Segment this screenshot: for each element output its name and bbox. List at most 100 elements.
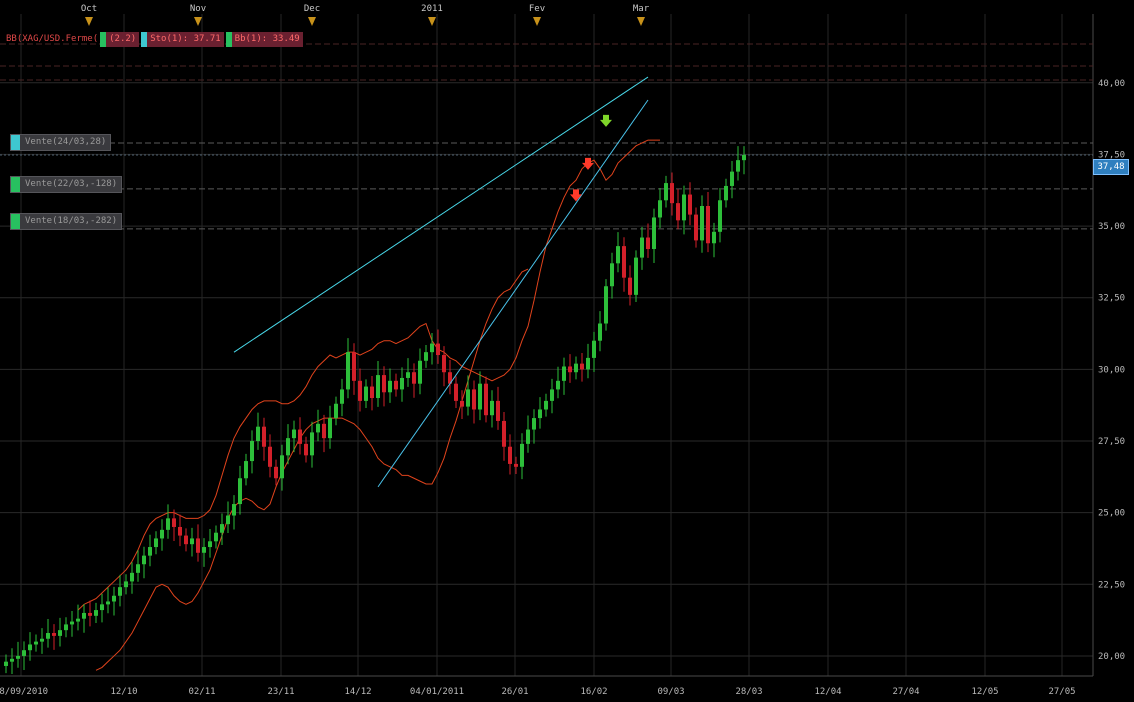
candle-body (172, 518, 176, 527)
trendline-upper (233, 76, 649, 353)
x-tick-label: 26/01 (501, 687, 528, 697)
candle-body (622, 246, 626, 278)
y-tick-label: 32,50 (1098, 294, 1125, 304)
candle-body (598, 323, 602, 341)
order-label[interactable]: Vente(22/03,-128) (10, 176, 123, 193)
candle-body (478, 383, 482, 410)
y-tick-label: 27,50 (1098, 437, 1125, 447)
candle-body (148, 547, 152, 556)
order-label[interactable]: Vente(18/03,-282) (10, 213, 123, 230)
candle-body (394, 380, 398, 390)
indicator-tag-bb: Bb(1): 33.49 (225, 32, 303, 47)
candle-body (544, 400, 548, 410)
candle-body (262, 426, 266, 447)
indicator-header[interactable]: BB(XAG/USD.Ferme((2.2) Sto(1): 37.71 Bb(1)… (6, 32, 303, 47)
month-marker-label: Mar (633, 4, 650, 14)
x-tick-label: 12/10 (110, 687, 137, 697)
candle-body (10, 658, 14, 662)
trendline-lower (377, 99, 649, 488)
candle-body (160, 529, 164, 539)
candle-body (328, 418, 332, 439)
bollinger-upper-band (77, 139, 660, 611)
candle-body (700, 206, 704, 241)
order-text: Vente(18/03,-282) (25, 216, 118, 226)
candle-body (448, 372, 452, 384)
candle-body (484, 383, 488, 416)
x-tick-label: 12/05 (971, 687, 998, 697)
candle-body (346, 352, 350, 390)
candle-body (520, 443, 524, 467)
candle-body (274, 466, 278, 479)
candle-body (400, 377, 404, 390)
x-tick-label: 28/03 (735, 687, 762, 697)
candle-body (100, 604, 104, 611)
month-marker-label: 2011 (421, 4, 443, 14)
candle-body (88, 612, 92, 616)
sell-signal-arrow-icon[interactable] (570, 189, 582, 202)
current-price-tag: 37,48 (1093, 159, 1129, 175)
y-tick-label: 35,00 (1098, 222, 1125, 232)
candle-body (16, 655, 20, 659)
y-tick-label: 25,00 (1098, 509, 1125, 519)
candle-body (94, 610, 98, 616)
candle-body (526, 429, 530, 444)
order-color-swatch (11, 214, 20, 229)
candle-body (454, 383, 458, 401)
month-marker-icon (194, 17, 202, 26)
candle-body (142, 555, 146, 565)
candle-body (124, 581, 128, 588)
candle-body (586, 357, 590, 370)
x-tick-label: 02/11 (188, 687, 215, 697)
month-marker-label: Oct (81, 4, 97, 14)
candle-body (388, 380, 392, 393)
candle-body (718, 200, 722, 232)
y-tick-label: 40,00 (1098, 79, 1125, 89)
candle-body (304, 443, 308, 456)
candle-body (28, 644, 32, 651)
candle-body (382, 375, 386, 393)
candle-body (136, 564, 140, 573)
candle-body (292, 429, 296, 439)
candle-body (46, 633, 50, 639)
candle-body (628, 277, 632, 295)
buy-signal-arrow-icon[interactable] (600, 114, 612, 127)
indicator-tag-params: (2.2) (100, 32, 140, 47)
candle-body (616, 246, 620, 264)
month-marker-icon (308, 17, 316, 26)
order-label[interactable]: Vente(24/03,28) (10, 134, 112, 151)
candle-body (4, 661, 8, 666)
candle-body (22, 650, 26, 656)
candle-body (70, 621, 74, 625)
order-color-swatch (11, 177, 20, 192)
candle-body (658, 200, 662, 218)
order-text: Vente(24/03,28) (25, 137, 107, 147)
candle-body (322, 423, 326, 439)
month-marker-icon (533, 17, 541, 26)
candle-body (64, 624, 68, 631)
x-tick-label: 16/02 (580, 687, 607, 697)
candle-body (154, 538, 158, 548)
candle-body (634, 257, 638, 295)
candle-body (652, 217, 656, 249)
candle-body (508, 446, 512, 464)
candle-body (538, 409, 542, 419)
candle-body (352, 352, 356, 381)
x-tick-label: 08/09/2010 (0, 687, 48, 697)
y-tick-label: 37,50 (1098, 150, 1125, 160)
candle-body (460, 400, 464, 407)
candle-body (706, 206, 710, 244)
candle-body (250, 441, 254, 462)
order-color-swatch (11, 135, 20, 150)
candle-body (220, 524, 224, 533)
candle-body (364, 386, 368, 401)
candle-body (82, 612, 86, 619)
candle-body (472, 389, 476, 410)
candle-body (166, 518, 170, 530)
sell-signal-arrow-icon[interactable] (582, 157, 594, 170)
candle-body (640, 237, 644, 258)
candle-body (442, 355, 446, 373)
month-marker-label: Fev (529, 4, 545, 14)
candle-body (244, 461, 248, 479)
candle-body (664, 183, 668, 201)
